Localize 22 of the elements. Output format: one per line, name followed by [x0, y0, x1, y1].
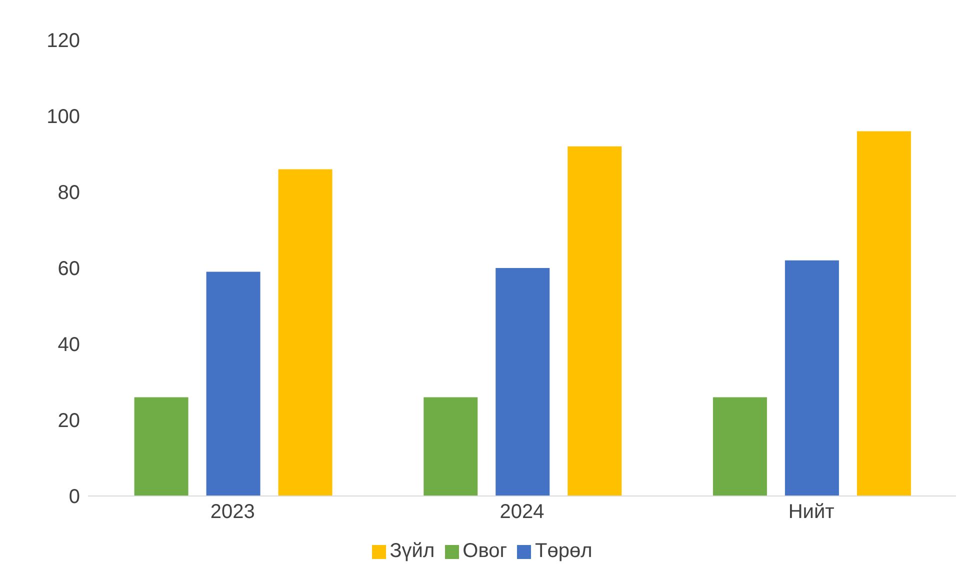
bar: [496, 268, 550, 496]
y-tick-label: 120: [46, 30, 80, 52]
bar: [712, 397, 767, 496]
legend-label: Овог: [462, 540, 508, 562]
bar: [568, 146, 622, 496]
bar: [278, 169, 332, 496]
bar: [424, 397, 478, 496]
y-tick-label: 100: [46, 106, 80, 128]
y-tick-label: 0: [68, 486, 80, 508]
bar: [784, 260, 839, 496]
y-tick-label: 20: [58, 410, 80, 432]
legend-label: Зүйл: [390, 540, 435, 562]
x-tick-label: 2023: [210, 501, 255, 524]
legend-label: Төрөл: [535, 540, 592, 562]
x-tick-label: 2024: [500, 501, 544, 524]
bar: [134, 397, 188, 496]
bar: [856, 131, 911, 496]
y-tick-label: 60: [58, 258, 80, 280]
bar: [206, 272, 260, 496]
x-tick-label: Нийт: [788, 501, 834, 524]
y-tick-label: 40: [58, 334, 80, 356]
y-tick-label: 80: [58, 182, 80, 204]
